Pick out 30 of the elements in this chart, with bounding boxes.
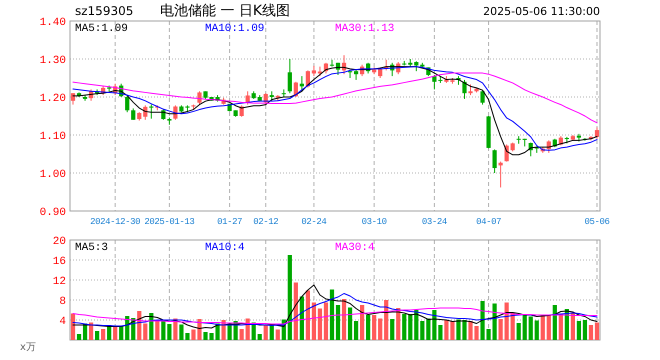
x-tick-label: 2025-01-13 <box>144 217 194 227</box>
y-tick-label: 1.40 <box>40 16 66 29</box>
x-tick-label: 03-24 <box>422 217 447 227</box>
chart-title: 电池储能 一 日K线图 <box>160 3 290 19</box>
text: MA30:1.13 <box>335 23 394 35</box>
y-axis-title: x万 <box>20 342 36 353</box>
text: 2025-05-06 11:30:00 <box>483 5 600 18</box>
x-tick-label: 01-27 <box>217 217 242 227</box>
text: MA30:4 <box>335 242 376 254</box>
x-tick-label: 2024-12-30 <box>90 217 140 227</box>
y-tick-label: 0.90 <box>40 206 66 219</box>
text: MA10:4 <box>205 242 246 254</box>
y-tick-label: 1.30 <box>40 54 66 67</box>
text: MA10:1.09 <box>205 23 264 35</box>
x-tick-label: 04-07 <box>476 217 502 227</box>
y-tick-label: 16 <box>52 256 66 268</box>
x-tick-label: 02-12 <box>253 217 278 227</box>
y-tick-label: 8 <box>59 296 66 308</box>
y-tick-label: 12 <box>52 276 66 288</box>
chart-subtitle: sz159305 <box>75 4 134 18</box>
x-tick-label: 02-24 <box>301 217 326 227</box>
y-tick-label: 1.00 <box>40 168 66 181</box>
y-tick-label: 4 <box>59 316 66 328</box>
x-tick-label: 03-10 <box>362 217 387 227</box>
x-tick-label: 05-06 <box>584 217 610 227</box>
y-tick-label: 20 <box>52 236 66 248</box>
text: MA5:1.09 <box>75 23 128 35</box>
y-tick-label: 1.10 <box>40 130 66 143</box>
text: MA5:3 <box>75 242 108 254</box>
y-tick-label: 1.20 <box>40 92 66 105</box>
